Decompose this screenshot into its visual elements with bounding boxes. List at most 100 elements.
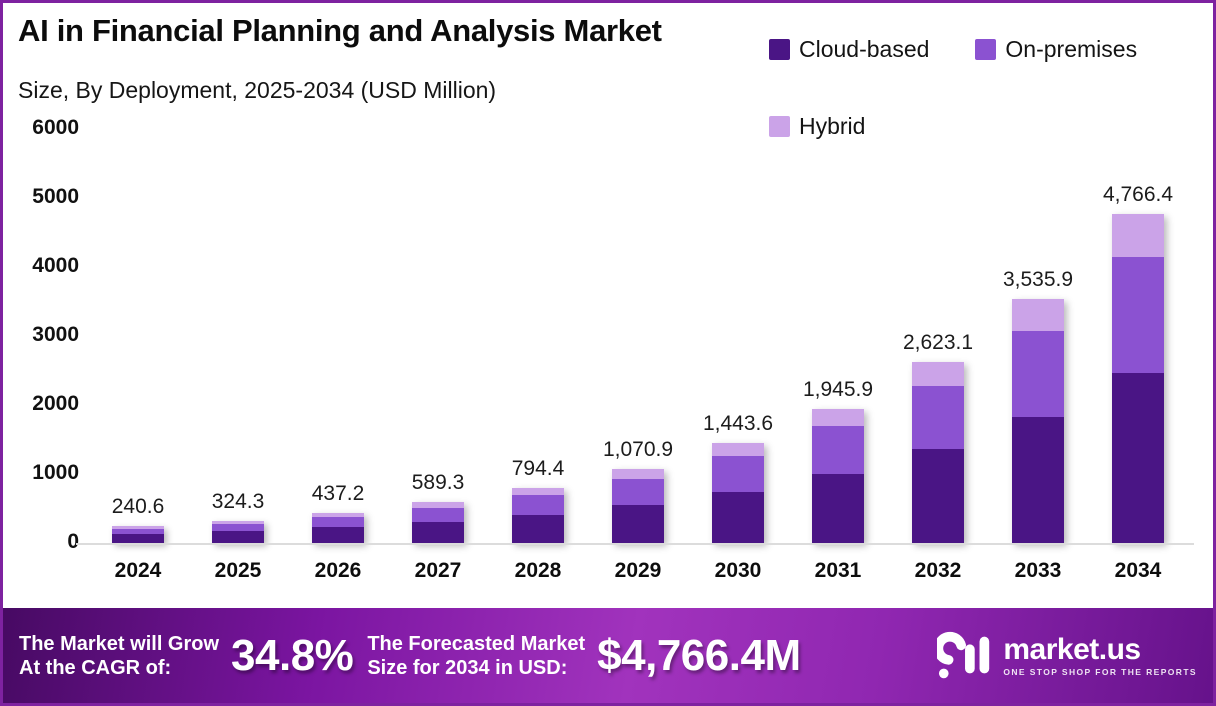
- bar-column-2025: 324.3: [188, 129, 288, 543]
- bar-value-label: 1,945.9: [802, 377, 874, 401]
- bar-column-2027: 589.3: [388, 129, 488, 543]
- legend-item-on-premises: On-premises: [975, 36, 1137, 63]
- bar-value-label: 589.3: [411, 471, 465, 495]
- bar-value-label: 4,766.4: [1102, 183, 1174, 207]
- bar-segment-hybrid: [412, 502, 464, 508]
- bar-value-label: 240.6: [111, 495, 165, 519]
- y-tick-label: 3000: [32, 323, 79, 346]
- stacked-bar-2034: [1112, 214, 1164, 543]
- legend-row-2: Hybrid: [769, 113, 865, 140]
- stacked-bar-2030: [712, 443, 764, 543]
- market-us-logo-icon: [937, 631, 990, 678]
- bar-column-2029: 1,070.9: [588, 129, 688, 543]
- bar-segment-hybrid: [212, 520, 264, 524]
- bar-column-2034: 4,766.4: [1088, 129, 1188, 543]
- stacked-bar-2024: [112, 526, 164, 543]
- x-axis-label-2029: 2029: [614, 559, 662, 582]
- bar-segment-cloud-based: [812, 473, 864, 543]
- y-tick-label: 1000: [32, 461, 79, 484]
- bar-segment-on-premises: [1112, 257, 1164, 373]
- cagr-label-line2: At the CAGR of:: [19, 656, 172, 679]
- bar-segment-on-premises: [612, 478, 664, 505]
- bar-segment-on-premises: [912, 385, 964, 450]
- bar-segment-cloud-based: [612, 504, 664, 543]
- bar-segment-hybrid: [312, 512, 364, 517]
- bar-segment-hybrid: [1012, 299, 1064, 331]
- brand-text: market.us ONE STOP SHOP FOR THE REPORTS: [1003, 632, 1197, 677]
- legend-label: Cloud-based: [799, 36, 930, 62]
- bar-segment-cloud-based: [412, 521, 464, 543]
- stacked-bar-2033: [1012, 299, 1064, 543]
- cagr-label: The Market will Grow At the CAGR of:: [19, 632, 219, 680]
- bar-column-2030: 1,443.6: [688, 129, 788, 543]
- bar-segment-cloud-based: [1012, 416, 1064, 543]
- bar-segment-on-premises: [412, 507, 464, 522]
- stacked-bar-2026: [312, 512, 364, 543]
- legend-label: Hybrid: [799, 113, 866, 139]
- stacked-bar-2028: [512, 488, 564, 543]
- stacked-bar-2031: [812, 408, 864, 543]
- bar-segment-cloud-based: [1112, 372, 1164, 543]
- bar-column-2033: 3,535.9: [988, 129, 1088, 543]
- forecast-value: $4,766.4M: [597, 630, 801, 680]
- bar-segment-on-premises: [112, 528, 164, 535]
- x-axis-label-2028: 2028: [514, 559, 562, 582]
- x-axis-baseline: [76, 543, 1194, 545]
- bar-column-2028: 794.4: [488, 129, 588, 543]
- y-tick-label: 2000: [32, 392, 79, 415]
- bar-segment-cloud-based: [212, 531, 264, 543]
- bar-segment-cloud-based: [312, 527, 364, 543]
- cagr-label-line1: The Market will Grow: [19, 632, 220, 655]
- bar-value-label: 324.3: [211, 489, 265, 513]
- brand-name: market.us: [1003, 632, 1141, 666]
- legend-row-1: Cloud-based On-premises: [769, 36, 1137, 63]
- brand-tagline: ONE STOP SHOP FOR THE REPORTS: [1003, 666, 1197, 677]
- bar-value-label: 794.4: [511, 457, 565, 481]
- cagr-value: 34.8%: [231, 630, 354, 680]
- bar-segment-on-premises: [812, 426, 864, 474]
- bar-value-label: 1,070.9: [602, 438, 674, 462]
- bar-value-label: 437.2: [311, 481, 365, 505]
- bottom-banner: The Market will Grow At the CAGR of: 34.…: [3, 608, 1213, 703]
- bar-column-2024: 240.6: [88, 129, 188, 543]
- bar-segment-hybrid: [612, 469, 664, 479]
- forecast-label-line2: Size for 2034 in USD:: [367, 656, 568, 679]
- x-axis-label-2033: 2033: [1014, 559, 1062, 582]
- x-axis-label-2027: 2027: [414, 559, 462, 582]
- bar-value-label: 2,623.1: [902, 331, 974, 355]
- legend-label: On-premises: [1005, 36, 1138, 62]
- legend-swatch-hybrid: [769, 116, 790, 137]
- bar-column-2031: 1,945.9: [788, 129, 888, 543]
- stacked-bar-2027: [412, 502, 464, 543]
- plot-area: 240.6 324.3 437.2 589.3 794.4 1,070.9 1,443.6 1…: [76, 129, 1194, 545]
- legend-item-hybrid: Hybrid: [769, 113, 865, 140]
- bar-segment-cloud-based: [912, 449, 964, 543]
- brand-lockup: market.us ONE STOP SHOP FOR THE REPORTS: [937, 630, 1197, 682]
- x-axis-label-2030: 2030: [714, 559, 762, 582]
- forecast-label-line1: The Forecasted Market: [367, 632, 586, 655]
- page-subtitle: Size, By Deployment, 2025-2034 (USD Mill…: [18, 77, 497, 103]
- bar-column-2032: 2,623.1: [888, 129, 988, 543]
- bar-segment-cloud-based: [112, 534, 164, 543]
- x-axis-label-2031: 2031: [814, 559, 862, 582]
- y-tick-label: 6000: [32, 116, 79, 139]
- stacked-bar-2032: [912, 362, 964, 543]
- stacked-bar-2025: [212, 520, 264, 543]
- legend-item-cloud-based: Cloud-based: [769, 36, 929, 63]
- y-tick-label: 0: [67, 530, 79, 553]
- legend-swatch-on-premises: [975, 39, 997, 60]
- bars-container: 240.6 324.3 437.2 589.3 794.4 1,070.9 1,443.6 1…: [88, 129, 1188, 543]
- x-axis-label-2034: 2034: [1114, 559, 1162, 582]
- x-axis-label-2032: 2032: [914, 559, 962, 582]
- stacked-bar-2029: [612, 469, 664, 543]
- bar-segment-hybrid: [1112, 214, 1164, 258]
- bar-column-2026: 437.2: [288, 129, 388, 543]
- bar-segment-hybrid: [812, 408, 864, 427]
- bar-segment-hybrid: [112, 526, 164, 529]
- bar-segment-on-premises: [312, 516, 364, 528]
- page-title: AI in Financial Planning and Analysis Ma…: [18, 13, 662, 48]
- bar-segment-on-premises: [512, 495, 564, 515]
- bar-segment-hybrid: [512, 488, 564, 496]
- bar-segment-on-premises: [712, 456, 764, 492]
